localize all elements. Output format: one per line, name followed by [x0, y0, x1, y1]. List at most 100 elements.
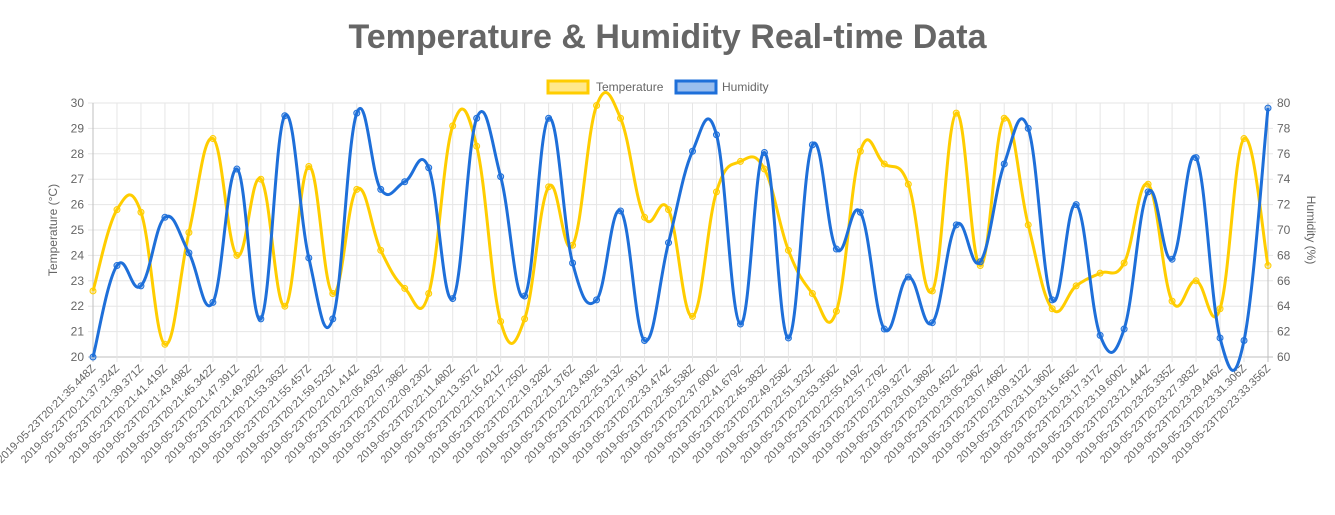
temperature-data-point[interactable]	[856, 147, 864, 155]
humidity-data-point[interactable]	[1264, 104, 1272, 112]
temperature-data-point[interactable]	[281, 302, 289, 310]
temperature-data-point[interactable]	[209, 135, 217, 143]
humidity-data-point[interactable]	[1144, 188, 1152, 196]
temperature-data-point[interactable]	[1264, 262, 1272, 270]
temperature-data-point[interactable]	[401, 284, 409, 292]
humidity-data-point[interactable]	[137, 282, 145, 290]
temperature-data-point[interactable]	[1192, 277, 1200, 285]
humidity-data-point[interactable]	[305, 254, 313, 262]
humidity-data-point[interactable]	[1096, 331, 1104, 339]
humidity-data-point[interactable]	[209, 298, 217, 306]
humidity-data-point[interactable]	[401, 178, 409, 186]
humidity-data-point[interactable]	[1240, 336, 1248, 344]
humidity-data-point[interactable]	[760, 149, 768, 157]
temperature-data-point[interactable]	[185, 229, 193, 237]
temperature-data-point[interactable]	[832, 307, 840, 315]
temperature-data-point[interactable]	[641, 213, 649, 221]
temperature-data-point[interactable]	[665, 206, 673, 214]
humidity-data-point[interactable]	[617, 207, 625, 215]
temperature-data-point[interactable]	[353, 185, 361, 193]
humidity-data-point[interactable]	[1120, 325, 1128, 333]
temperature-data-point[interactable]	[760, 165, 768, 173]
temperature-data-point[interactable]	[161, 340, 169, 348]
humidity-data-point[interactable]	[161, 213, 169, 221]
temperature-data-point[interactable]	[1024, 221, 1032, 229]
humidity-data-point[interactable]	[904, 273, 912, 281]
temperature-data-point[interactable]	[1096, 269, 1104, 277]
temperature-data-point[interactable]	[1216, 305, 1224, 313]
temperature-data-point[interactable]	[377, 246, 385, 254]
humidity-data-point[interactable]	[952, 221, 960, 229]
legend-swatch-humidity[interactable]	[674, 79, 718, 95]
temperature-data-point[interactable]	[952, 109, 960, 117]
humidity-data-point[interactable]	[784, 334, 792, 342]
temperature-data-point[interactable]	[784, 246, 792, 254]
temperature-data-point[interactable]	[425, 290, 433, 297]
temperature-data-point[interactable]	[593, 102, 601, 110]
temperature-data-point[interactable]	[473, 142, 481, 150]
humidity-data-point[interactable]	[473, 114, 481, 122]
humidity-data-point[interactable]	[856, 208, 864, 216]
temperature-data-point[interactable]	[1000, 114, 1008, 122]
temperature-data-point[interactable]	[1048, 305, 1056, 313]
humidity-data-point[interactable]	[976, 258, 984, 266]
humidity-data-point[interactable]	[377, 185, 385, 193]
humidity-data-point[interactable]	[1192, 154, 1200, 162]
humidity-data-point[interactable]	[329, 315, 337, 323]
legend-swatch-temperature[interactable]	[546, 79, 590, 95]
temperature-data-point[interactable]	[928, 287, 936, 295]
humidity-data-point[interactable]	[688, 147, 696, 155]
temperature-data-point[interactable]	[688, 312, 696, 320]
humidity-data-point[interactable]	[1024, 124, 1032, 132]
temperature-data-point[interactable]	[305, 163, 313, 170]
humidity-data-point[interactable]	[545, 114, 553, 122]
humidity-data-point[interactable]	[1048, 296, 1056, 304]
legend-label-temperature[interactable]: Temperature	[596, 80, 664, 94]
humidity-data-point[interactable]	[665, 239, 673, 247]
temperature-data-point[interactable]	[497, 317, 505, 325]
temperature-data-point[interactable]	[545, 183, 553, 191]
humidity-data-point[interactable]	[832, 245, 840, 253]
temperature-data-point[interactable]	[137, 208, 145, 216]
humidity-data-point[interactable]	[1000, 160, 1008, 168]
temperature-data-point[interactable]	[904, 180, 912, 188]
humidity-data-point[interactable]	[233, 165, 241, 173]
temperature-data-point[interactable]	[1072, 282, 1080, 290]
humidity-data-point[interactable]	[353, 109, 361, 117]
humidity-data-point[interactable]	[281, 112, 289, 120]
humidity-data-point[interactable]	[569, 259, 577, 267]
humidity-data-point[interactable]	[736, 320, 744, 328]
temperature-data-point[interactable]	[521, 315, 529, 323]
temperature-data-point[interactable]	[329, 290, 337, 297]
temperature-data-point[interactable]	[449, 122, 457, 130]
temperature-data-point[interactable]	[1168, 297, 1176, 305]
temperature-data-point[interactable]	[1240, 135, 1248, 143]
temperature-data-point[interactable]	[808, 290, 816, 297]
humidity-data-point[interactable]	[425, 164, 433, 172]
temperature-data-point[interactable]	[1144, 180, 1152, 188]
humidity-data-point[interactable]	[113, 262, 121, 270]
legend-label-humidity[interactable]: Humidity	[722, 80, 769, 94]
humidity-data-point[interactable]	[497, 173, 505, 181]
temperature-data-point[interactable]	[89, 287, 97, 295]
humidity-data-point[interactable]	[880, 325, 888, 333]
humidity-data-point[interactable]	[808, 141, 816, 149]
humidity-data-point[interactable]	[89, 353, 97, 361]
temperature-data-point[interactable]	[736, 157, 744, 165]
humidity-data-point[interactable]	[928, 319, 936, 327]
humidity-data-point[interactable]	[1216, 334, 1224, 342]
temperature-data-point[interactable]	[1120, 259, 1128, 267]
temperature-data-point[interactable]	[113, 206, 121, 214]
humidity-data-point[interactable]	[641, 336, 649, 344]
humidity-data-point[interactable]	[593, 296, 601, 304]
temperature-data-point[interactable]	[233, 251, 241, 259]
humidity-data-point[interactable]	[712, 131, 720, 139]
humidity-data-point[interactable]	[521, 292, 529, 300]
humidity-data-point[interactable]	[449, 295, 457, 303]
temperature-data-point[interactable]	[617, 114, 625, 122]
humidity-data-point[interactable]	[257, 315, 265, 323]
humidity-data-point[interactable]	[1168, 255, 1176, 263]
temperature-data-point[interactable]	[880, 160, 888, 168]
humidity-data-point[interactable]	[185, 249, 193, 257]
temperature-data-point[interactable]	[712, 188, 720, 196]
